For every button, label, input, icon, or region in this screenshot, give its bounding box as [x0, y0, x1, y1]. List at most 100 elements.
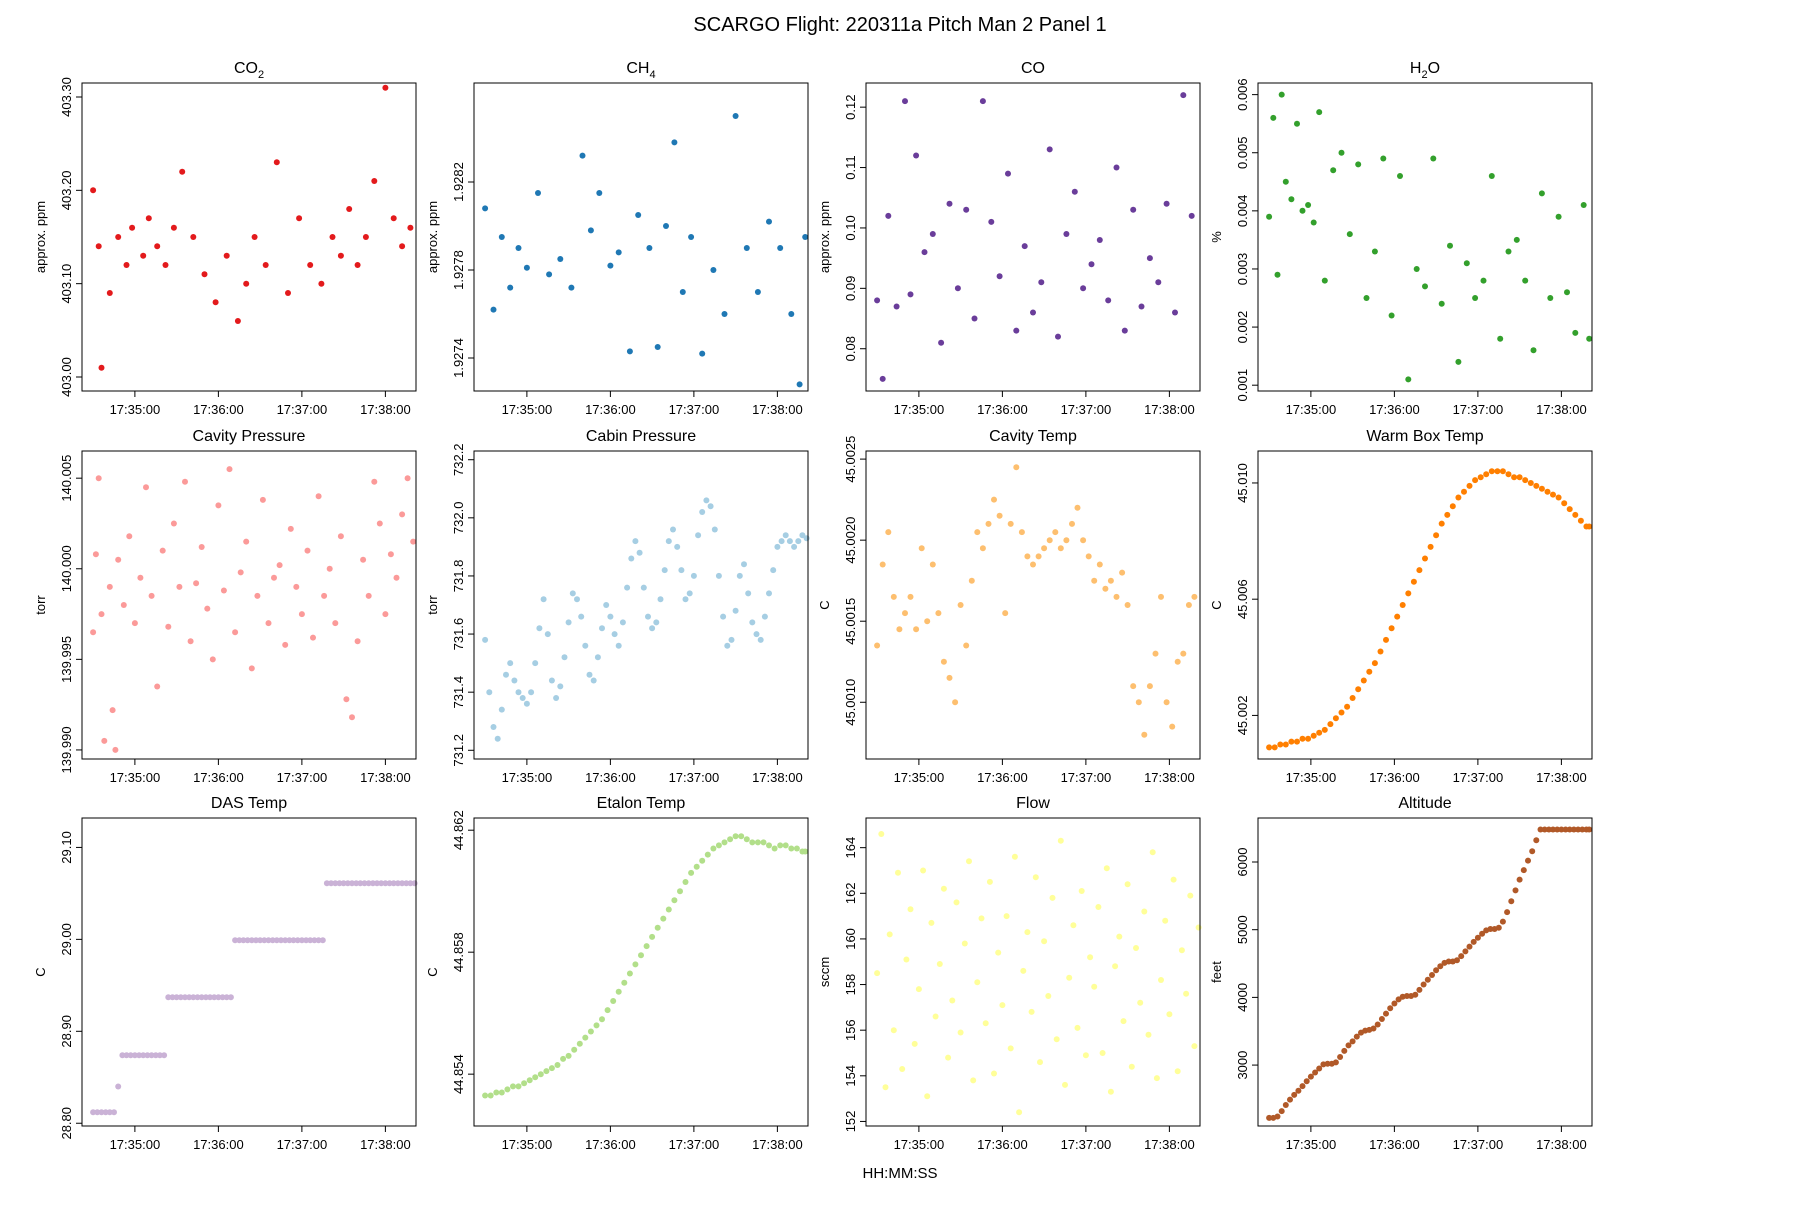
data-point — [376, 520, 383, 527]
data-point — [770, 567, 777, 574]
data-point — [170, 224, 177, 231]
data-point — [902, 610, 908, 617]
y-tick-label: 403.20 — [59, 170, 74, 210]
data-point — [953, 899, 960, 906]
y-tick-label: 0.004 — [1235, 195, 1250, 228]
data-point — [360, 556, 367, 563]
data-point — [603, 602, 610, 608]
data-point — [688, 869, 695, 876]
data-point — [511, 677, 518, 684]
data-point — [390, 215, 397, 222]
data-point — [374, 880, 380, 887]
y-axis-label: torr — [33, 595, 48, 615]
y-tick-label: 154 — [843, 1065, 858, 1087]
data-point — [1174, 1068, 1181, 1075]
data-point — [791, 543, 798, 550]
data-point — [679, 289, 686, 295]
x-tick-label: 17:37:00 — [1453, 402, 1504, 417]
y-tick-label: 0.006 — [1235, 78, 1250, 111]
data-point — [974, 979, 981, 986]
data-point — [663, 223, 669, 229]
data-point — [1424, 976, 1431, 983]
data-point — [899, 1066, 906, 1072]
data-point — [929, 231, 936, 237]
data-point — [154, 243, 161, 250]
data-point — [1537, 826, 1544, 833]
data-point — [131, 620, 138, 627]
data-point — [777, 245, 784, 251]
data-point — [749, 839, 756, 846]
data-point — [159, 547, 166, 554]
data-point — [190, 234, 197, 240]
data-points — [482, 113, 809, 388]
data-point — [1107, 1088, 1114, 1095]
data-point — [357, 880, 364, 887]
data-point — [1445, 958, 1452, 965]
data-point — [1363, 295, 1370, 301]
data-points — [482, 497, 810, 742]
data-point — [1530, 347, 1537, 354]
data-point — [615, 642, 622, 649]
panel-h2o: H2O 17:35:00 17:36:00 17:37:00 17:38:00 0.001… — [1209, 60, 1593, 417]
y-tick-label: 139.990 — [59, 726, 74, 773]
data-point — [1316, 109, 1323, 116]
y-axis-label: C — [1209, 600, 1224, 609]
data-point — [127, 1052, 134, 1059]
data-point — [1429, 972, 1435, 978]
data-point — [596, 190, 603, 196]
data-point — [911, 1040, 918, 1047]
data-point — [940, 658, 947, 665]
x-tick-label: 17:35:00 — [110, 1137, 161, 1152]
data-point — [115, 556, 122, 563]
data-point — [257, 937, 264, 944]
data-point — [1305, 735, 1312, 742]
data-point — [1166, 1011, 1173, 1018]
data-point — [932, 1013, 939, 1020]
data-point — [636, 549, 643, 556]
data-point — [1091, 983, 1098, 990]
data-point — [913, 626, 920, 633]
data-point — [148, 592, 155, 599]
x-tick-label: 17:35:00 — [894, 1137, 945, 1152]
data-point — [1278, 91, 1285, 98]
x-tick-label: 17:35:00 — [502, 770, 553, 785]
data-point — [326, 565, 333, 572]
data-point — [1341, 1047, 1348, 1054]
data-point — [548, 677, 555, 684]
data-point — [215, 502, 222, 509]
data-point — [94, 1109, 101, 1116]
panel-title: Cavity Pressure — [193, 428, 306, 445]
x-tick-label: 17:37:00 — [277, 1137, 328, 1152]
data-point — [885, 212, 892, 219]
panel-cabin_pressure: Cabin Pressure 17:35:00 17:36:00 17:37:00 17… — [425, 428, 810, 785]
data-point — [921, 249, 928, 256]
data-point — [1011, 853, 1018, 860]
data-point — [1088, 261, 1095, 268]
data-point — [248, 937, 255, 944]
data-point — [757, 636, 764, 643]
data-point — [1570, 826, 1577, 833]
data-point — [177, 994, 184, 1001]
data-point — [766, 218, 772, 225]
data-point — [1013, 327, 1020, 334]
data-point — [935, 610, 942, 617]
data-point — [1561, 500, 1568, 507]
x-tick-label: 17:36:00 — [193, 770, 244, 785]
data-point — [536, 625, 543, 632]
data-point — [1433, 532, 1440, 539]
data-point — [1522, 277, 1529, 284]
data-point — [915, 986, 922, 993]
data-point — [98, 611, 105, 618]
data-point — [1454, 957, 1460, 964]
data-point — [240, 937, 247, 944]
data-point — [1080, 285, 1087, 292]
data-point — [1349, 695, 1356, 701]
data-point — [493, 1089, 500, 1096]
data-point — [1455, 494, 1462, 501]
data-point — [649, 625, 656, 632]
data-point — [269, 937, 276, 944]
x-tick-label: 17:38:00 — [1536, 1137, 1587, 1152]
data-point — [251, 234, 258, 240]
data-point — [399, 880, 406, 887]
